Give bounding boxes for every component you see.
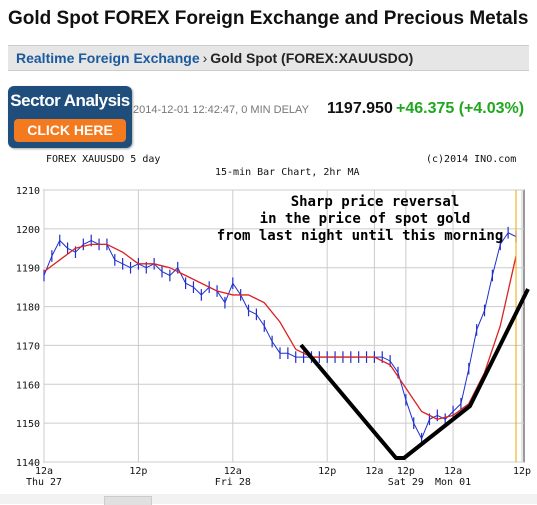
y-tick-label: 1140 — [16, 458, 40, 469]
click-here-button[interactable]: CLICK HERE — [14, 119, 126, 142]
chart-subtitle: 15-min Bar Chart, 2hr MA — [215, 167, 360, 178]
quote-price: 1197.950 — [327, 100, 393, 117]
x-tick-label: 12a — [365, 466, 383, 477]
x-tick-label: 12p — [513, 466, 531, 477]
chart-header-left: FOREX XAUUSDO 5 day — [46, 154, 160, 165]
y-tick-label: 1180 — [16, 303, 40, 314]
annotation-line-3: from last night until this morning — [217, 228, 504, 244]
breadcrumb-current: Gold Spot (FOREX:XAUUSDO) — [210, 50, 414, 66]
x-tick-sublabel: Fri 28 — [215, 477, 251, 488]
page-title: Gold Spot FOREX Foreign Exchange and Pre… — [8, 8, 529, 29]
x-tick-label: 12p — [397, 466, 415, 477]
breadcrumb-link-realtime-fx[interactable]: Realtime Foreign Exchange — [16, 50, 200, 66]
footer-tab[interactable] — [104, 496, 152, 505]
annotation-line-2: in the price of spot gold — [260, 211, 471, 227]
x-tick-label: 12p — [318, 466, 336, 477]
x-tick-sublabel: Mon 01 — [435, 477, 471, 488]
ma-line — [43, 243, 517, 420]
x-tick-label: 12p — [129, 466, 147, 477]
sector-analysis-button[interactable]: Sector Analysis CLICK HERE — [8, 86, 132, 148]
y-tick-label: 1170 — [16, 341, 40, 352]
breadcrumb-separator: › — [202, 50, 208, 66]
grid — [43, 189, 524, 463]
y-tick-label: 1200 — [16, 225, 40, 236]
x-tick-sublabel: Thu 27 — [26, 477, 62, 488]
moving-average — [43, 243, 517, 420]
y-axis: 1210 1200 1190 1180 1170 1160 1150 1140 — [16, 186, 40, 469]
breadcrumb: Realtime Foreign Exchange › Gold Spot (FOR… — [8, 45, 529, 71]
chart-header-right: (c)2014 INO.com — [426, 154, 516, 165]
y-tick-label: 1190 — [16, 264, 40, 275]
footer-strip — [0, 494, 537, 504]
price-line — [43, 232, 517, 440]
price-bars — [43, 226, 517, 445]
price-chart: FOREX XAUUSDO 5 day (c)2014 INO.com 15-m… — [16, 154, 531, 488]
x-tick-label: 12a — [444, 466, 462, 477]
quote-change: +46.375 (+4.03%) — [396, 100, 525, 117]
y-tick-label: 1150 — [16, 419, 40, 430]
y-tick-label: 1160 — [16, 380, 40, 391]
sector-analysis-title: Sector Analysis — [10, 91, 130, 110]
annotation-line-1: Sharp price reversal — [291, 194, 460, 210]
quote-timestamp: 2014-12-01 12:42:47, 0 MIN DELAY — [133, 104, 309, 116]
x-tick-sublabel: Sat 29 — [388, 477, 424, 488]
x-tick-label: 12a — [35, 466, 53, 477]
x-tick-label: 12a — [224, 466, 242, 477]
y-tick-label: 1210 — [16, 186, 40, 197]
reversal-v-annotation — [299, 288, 530, 460]
